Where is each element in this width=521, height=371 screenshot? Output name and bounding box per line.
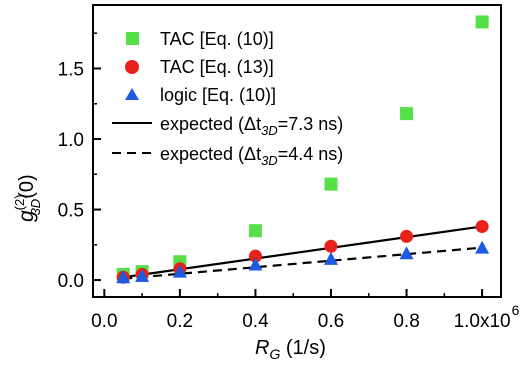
tick-labels: 0.0 0.2 0.4 0.6 0.8 1.0x10 0.0 0.5 1.0 1.5 <box>58 59 511 332</box>
point-triangle <box>116 270 131 284</box>
point-square <box>324 177 338 191</box>
x-axis-title-main: R <box>255 337 269 359</box>
point-square <box>475 15 489 29</box>
point-circle <box>324 239 338 253</box>
point-square <box>400 107 414 121</box>
y-axis-title-arg: (0) <box>16 174 38 198</box>
legend-label-expected-4-4: expected (Δt3D=4.4 ns) <box>160 144 343 168</box>
data-points <box>116 15 490 284</box>
legend-label-tac-eq13: TAC [Eq. (13)] <box>160 57 274 77</box>
x-axis-title: RG (1/s) <box>255 337 326 362</box>
ticks <box>93 32 484 297</box>
legend-marker-tac-eq10 <box>126 32 139 45</box>
legend-label-logic-eq10: logic [Eq. (10)] <box>160 85 276 105</box>
point-triangle <box>475 240 490 254</box>
y-tick-label: 0.0 <box>58 271 84 292</box>
point-triangle <box>324 251 338 265</box>
plot-frame <box>92 4 502 298</box>
legend-label-expected-4-4-prefix: expected (Δt <box>160 144 261 164</box>
legend-label-expected-4-4-sub: 3D <box>261 153 278 168</box>
x-tick-label: 1.0x10 <box>454 311 511 332</box>
y-axis-title-main: g <box>15 210 38 222</box>
y-axis-title: g(2)3D(0) <box>12 174 43 222</box>
y-axis-title-sup: (2) <box>12 194 27 210</box>
legend: TAC [Eq. (10)] TAC [Eq. (13)] logic [Eq.… <box>112 29 343 168</box>
x-tick-label: 0.2 <box>167 311 193 332</box>
x-tick-label: 0.6 <box>318 311 344 332</box>
x-tick-label: 0.4 <box>242 311 269 332</box>
point-triangle <box>135 268 150 282</box>
legend-label-expected-4-4-suffix: =4.4 ns) <box>278 144 344 164</box>
x-tick-label: 0.8 <box>393 311 419 332</box>
point-triangle <box>399 246 414 260</box>
y-tick-label: 0.5 <box>58 201 84 222</box>
point-triangle <box>248 257 263 271</box>
legend-marker-logic-eq10 <box>125 88 139 100</box>
y-axis-title-sub: 3D <box>28 199 43 216</box>
x-axis-title-sub: G <box>269 346 280 362</box>
point-square <box>248 224 262 238</box>
legend-marker-tac-eq13 <box>125 60 139 74</box>
legend-label-expected-7-3: expected (Δt3D=7.3 ns) <box>160 114 343 138</box>
x-tick-label: 0.0 <box>91 311 117 332</box>
x-axis-title-unit: (1/s) <box>280 337 326 359</box>
legend-label-tac-eq10: TAC [Eq. (10)] <box>160 29 274 49</box>
point-circle <box>248 249 262 263</box>
legend-label-expected-7-3-suffix: =7.3 ns) <box>278 114 344 134</box>
legend-label-expected-7-3-sub: 3D <box>261 123 278 138</box>
point-circle <box>475 219 489 233</box>
y-tick-label: 1.0 <box>58 130 84 151</box>
x-tick-exponent: 6 <box>512 302 520 318</box>
point-circle <box>400 229 414 243</box>
point-triangle <box>172 264 187 278</box>
y-tick-label: 1.5 <box>58 59 84 80</box>
legend-label-expected-7-3-prefix: expected (Δt <box>160 114 261 134</box>
